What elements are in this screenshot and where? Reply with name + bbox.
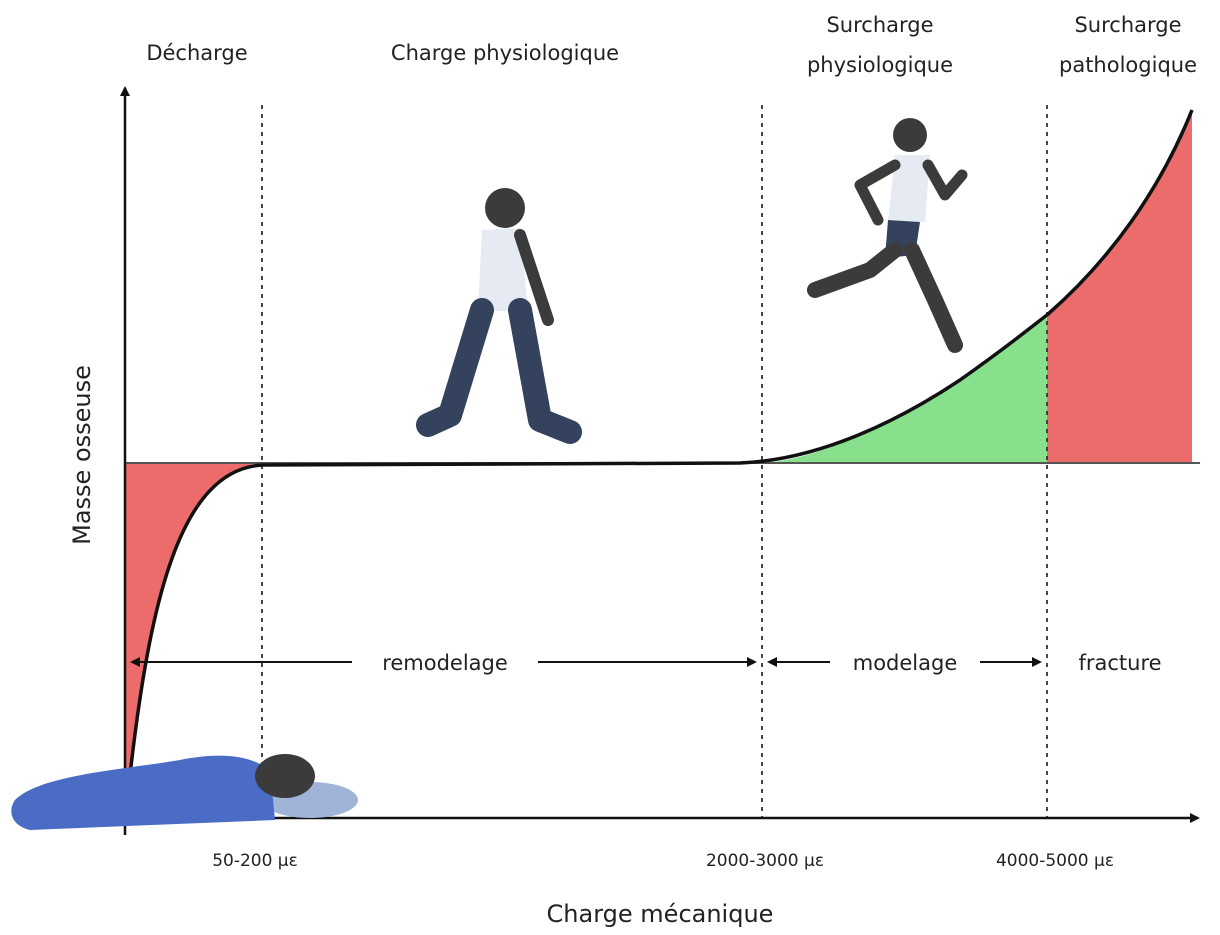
x-axis-label: Charge mécanique	[547, 900, 774, 928]
zone-label: Surcharge	[826, 13, 933, 37]
fracture-area	[1047, 110, 1192, 463]
separators	[261, 105, 1048, 818]
y-axis-label: Masse osseuse	[68, 365, 96, 545]
gain-area	[762, 315, 1047, 463]
zone-label: Charge physiologique	[391, 41, 619, 65]
loss-area	[125, 463, 262, 775]
zone-label: pathologique	[1059, 53, 1197, 77]
running-figure	[807, 118, 968, 353]
sleeping-figure	[11, 754, 358, 830]
range-label: modelage	[853, 651, 958, 675]
threshold-label: 4000-5000 με	[996, 851, 1114, 871]
zone-label: Décharge	[146, 41, 247, 65]
range-label: fracture	[1078, 651, 1161, 675]
walking-figure	[416, 188, 582, 444]
range-label: remodelage	[382, 651, 508, 675]
zone-label: physiologique	[807, 53, 953, 77]
curve	[128, 109, 1194, 776]
zone-label: Surcharge	[1074, 13, 1181, 37]
threshold-label: 50-200 με	[212, 851, 298, 871]
threshold-label: 2000-3000 με	[706, 851, 824, 871]
